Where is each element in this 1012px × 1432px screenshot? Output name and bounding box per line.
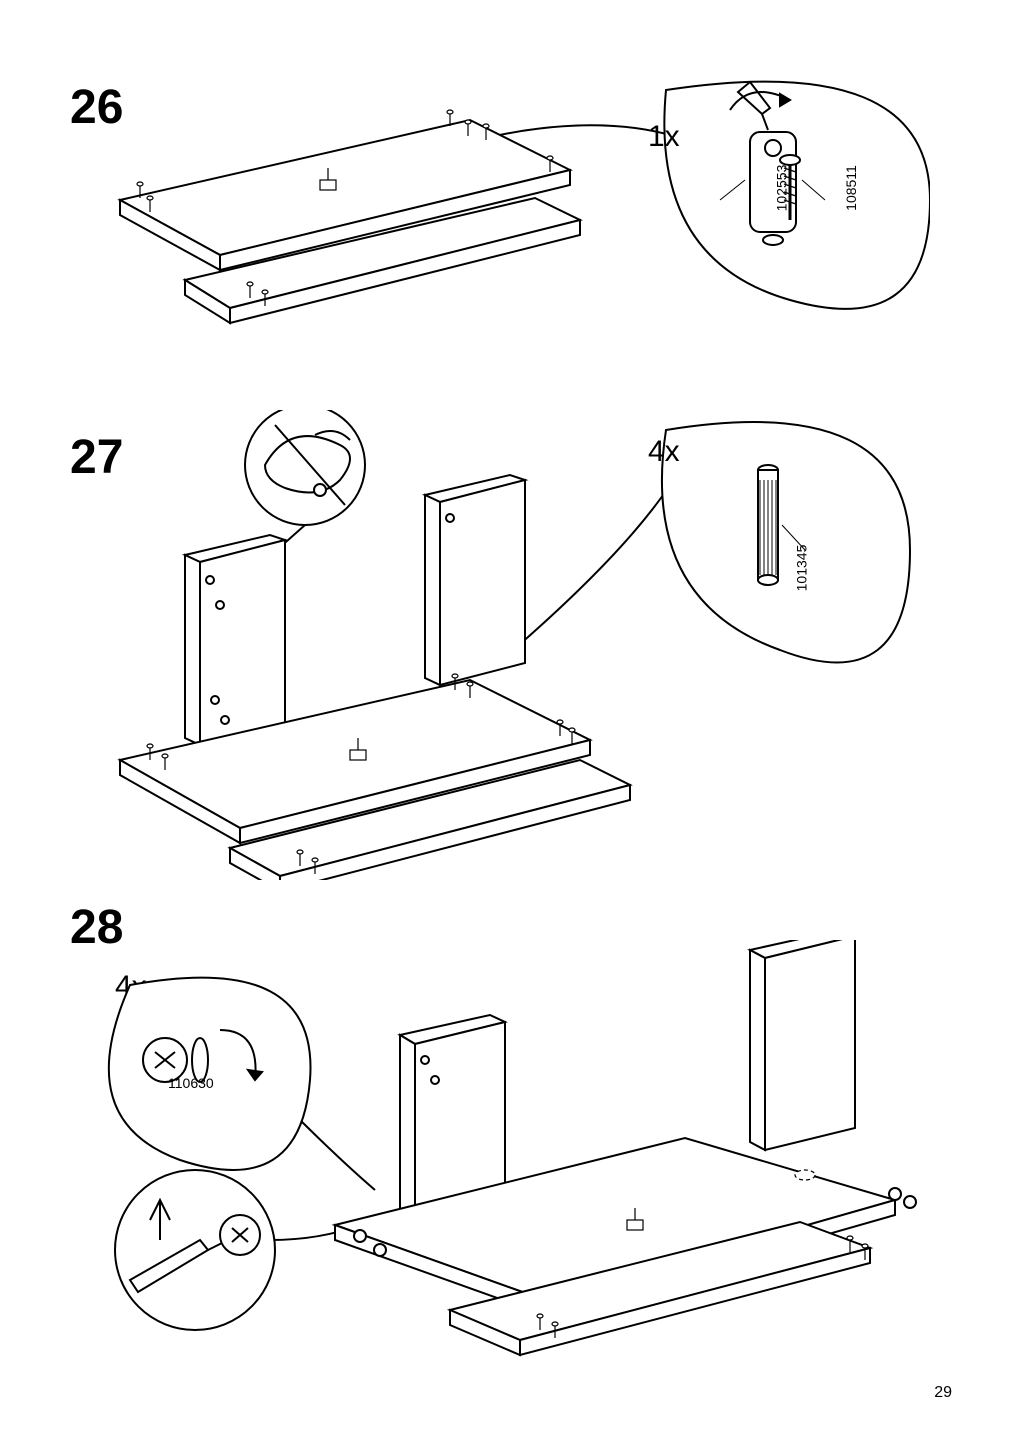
step-26-illustration — [90, 80, 930, 410]
part-label-101345: 101345 — [793, 545, 809, 592]
part-label-108511: 108511 — [843, 165, 859, 211]
step-27-illustration — [90, 410, 930, 880]
step-27-qty: 4x — [648, 435, 680, 469]
page-number: 29 — [934, 1384, 952, 1402]
step-28-illustration — [60, 940, 960, 1360]
part-label-102553: 102553 — [773, 165, 789, 212]
step-26-qty: 1x — [648, 120, 680, 154]
part-label-110630: 110630 — [168, 1075, 214, 1091]
